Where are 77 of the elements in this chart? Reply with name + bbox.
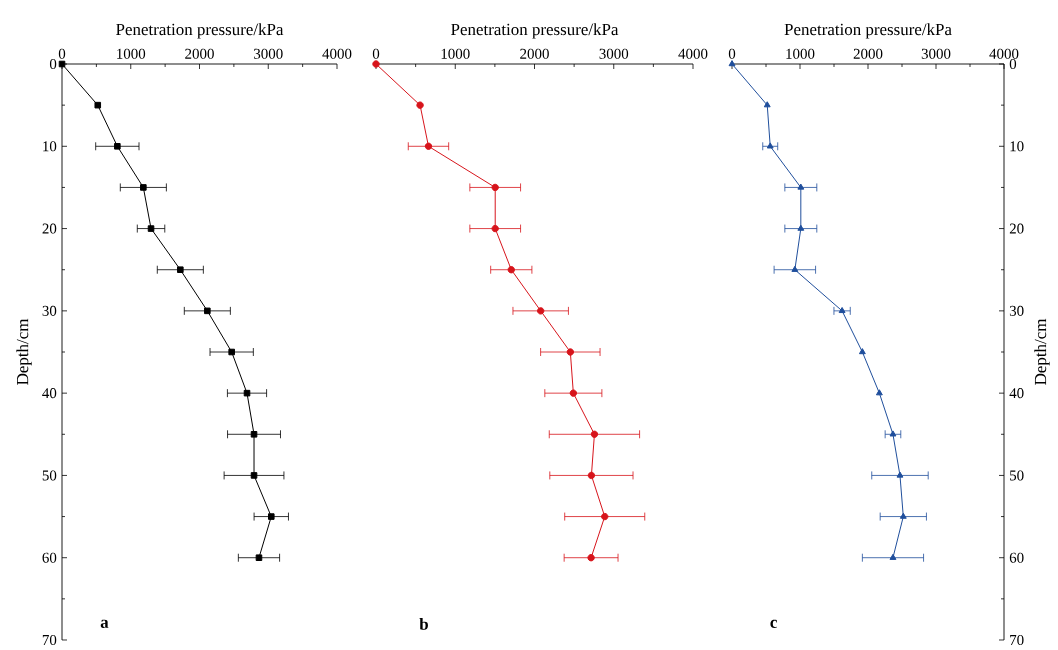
point bbox=[763, 101, 771, 108]
point bbox=[587, 471, 596, 480]
y2-tick-label: 50 bbox=[1010, 470, 1024, 481]
annotation: a bbox=[100, 619, 109, 628]
x-tick-label: 3000 bbox=[599, 48, 629, 59]
y2-axis-title: Depth/cm bbox=[1034, 318, 1050, 385]
y-tick-label: 20 bbox=[42, 223, 57, 234]
point bbox=[94, 101, 102, 109]
point bbox=[569, 389, 578, 397]
y-tick-label: 40 bbox=[42, 388, 57, 399]
point bbox=[147, 225, 155, 232]
point bbox=[791, 265, 799, 272]
x-tick-label: 0 bbox=[728, 48, 736, 59]
point bbox=[267, 513, 275, 520]
point bbox=[566, 348, 575, 356]
x-axis-title: Penetration pressure/kPa bbox=[451, 23, 619, 39]
point bbox=[838, 306, 846, 314]
x-tick-label: 3000 bbox=[921, 48, 951, 59]
point bbox=[899, 512, 907, 519]
x-tick-label: 3000 bbox=[254, 48, 283, 59]
point bbox=[424, 142, 433, 150]
point bbox=[797, 183, 805, 190]
y2-tick-label: 30 bbox=[1009, 305, 1024, 316]
x-tick-label: 2000 bbox=[185, 48, 214, 59]
x-tick-label: 4000 bbox=[322, 48, 352, 59]
y2-tick-label: 40 bbox=[1009, 388, 1024, 399]
point bbox=[416, 101, 424, 109]
point bbox=[114, 143, 121, 150]
point bbox=[590, 430, 599, 438]
point bbox=[601, 512, 609, 521]
x-tick-label: 0 bbox=[58, 48, 66, 59]
point bbox=[204, 307, 211, 315]
annotation: c bbox=[770, 619, 777, 628]
x-tick-label: 4000 bbox=[989, 48, 1019, 59]
y-tick-label: 30 bbox=[42, 305, 57, 316]
y-axis-title: Depth/cm bbox=[16, 318, 32, 385]
y2-tick-label: 60 bbox=[1009, 552, 1024, 563]
x-axis-title: Penetration pressure/kPa bbox=[784, 23, 952, 39]
x-tick-label: 1000 bbox=[117, 48, 146, 59]
y2-tick-label: 70 bbox=[1010, 634, 1024, 646]
point bbox=[875, 389, 883, 396]
point bbox=[250, 431, 258, 438]
y2-tick-label: 10 bbox=[1010, 141, 1024, 152]
x-axis-title: Penetration pressure/kPa bbox=[116, 23, 284, 39]
x-tick-label: 1000 bbox=[441, 48, 470, 59]
x-tick-label: 0 bbox=[372, 48, 380, 59]
point bbox=[896, 471, 904, 478]
point bbox=[491, 183, 499, 192]
y-tick-label: 70 bbox=[42, 634, 57, 646]
point bbox=[491, 224, 499, 233]
x-tick-label: 2000 bbox=[853, 48, 883, 59]
point bbox=[889, 430, 897, 437]
point bbox=[507, 266, 515, 274]
point bbox=[728, 60, 736, 67]
x-tick-label: 4000 bbox=[678, 48, 708, 59]
point bbox=[587, 554, 595, 562]
x-tick-label: 2000 bbox=[520, 48, 549, 59]
y2-tick-label: 0 bbox=[1009, 58, 1017, 70]
point bbox=[797, 224, 805, 231]
point bbox=[243, 389, 251, 397]
point bbox=[889, 553, 897, 560]
point bbox=[766, 142, 774, 149]
point bbox=[140, 184, 147, 191]
point bbox=[372, 60, 380, 68]
point bbox=[228, 348, 235, 356]
point bbox=[858, 348, 866, 355]
point bbox=[177, 266, 184, 274]
point bbox=[255, 554, 263, 561]
y-tick-label: 50 bbox=[42, 470, 57, 481]
y-tick-label: 10 bbox=[43, 141, 57, 152]
y-tick-label: 0 bbox=[49, 58, 57, 70]
point bbox=[537, 307, 545, 315]
point bbox=[250, 472, 258, 479]
annotation: b bbox=[419, 617, 428, 630]
y2-tick-label: 20 bbox=[1009, 223, 1024, 234]
x-tick-label: 1000 bbox=[786, 48, 815, 59]
y-tick-label: 60 bbox=[42, 552, 57, 563]
